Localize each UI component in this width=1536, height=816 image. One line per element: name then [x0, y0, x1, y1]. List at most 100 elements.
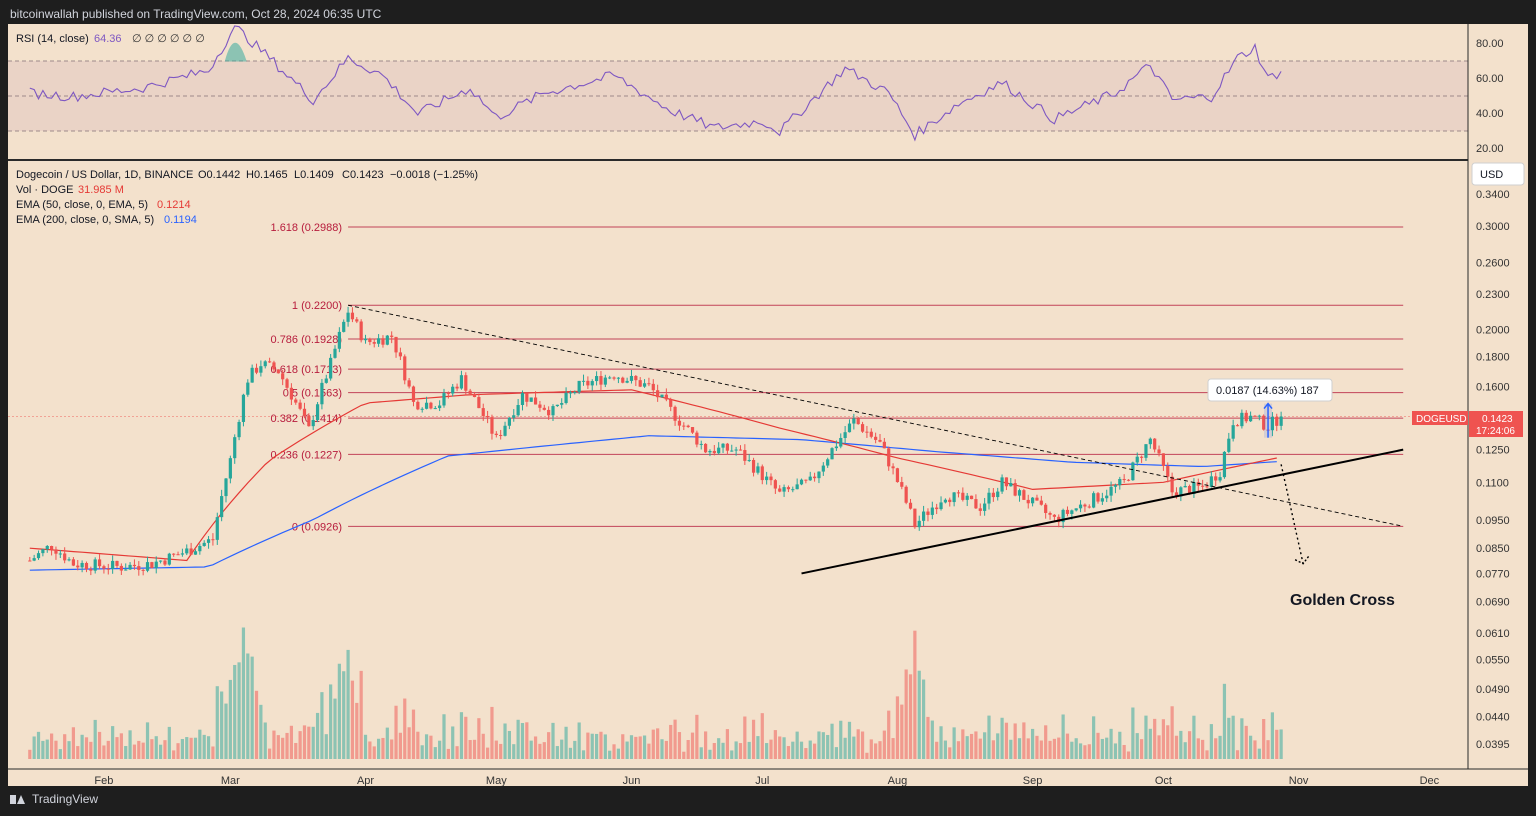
candle-body[interactable]	[974, 499, 978, 509]
candle-body[interactable]	[673, 406, 677, 421]
candle-body[interactable]	[486, 415, 490, 418]
candle-body[interactable]	[276, 369, 280, 374]
candle-body[interactable]	[978, 508, 982, 511]
candle-body[interactable]	[743, 450, 747, 461]
candle-body[interactable]	[621, 377, 625, 383]
candle-body[interactable]	[176, 554, 180, 556]
candle-body[interactable]	[756, 466, 760, 473]
candle-body[interactable]	[804, 479, 808, 481]
candle-body[interactable]	[359, 321, 363, 341]
candle-body[interactable]	[1065, 509, 1070, 514]
candle-layer[interactable]	[28, 306, 1283, 576]
candle-body[interactable]	[991, 492, 995, 498]
candle-body[interactable]	[608, 377, 612, 379]
candle-body[interactable]	[834, 446, 838, 449]
candle-body[interactable]	[185, 548, 189, 554]
candle-body[interactable]	[1083, 504, 1087, 507]
candle-body[interactable]	[769, 476, 773, 481]
candle-body[interactable]	[1231, 425, 1235, 439]
candle-body[interactable]	[342, 321, 346, 332]
candle-body[interactable]	[1105, 495, 1109, 499]
candle-body[interactable]	[1144, 444, 1148, 458]
price-axis[interactable]	[1468, 24, 1528, 769]
candle-body[interactable]	[969, 495, 974, 500]
candle-body[interactable]	[1253, 415, 1257, 417]
candle-body[interactable]	[642, 383, 647, 387]
price-tag[interactable]	[1469, 411, 1523, 437]
candle-body[interactable]	[874, 436, 878, 440]
candle-body[interactable]	[390, 335, 394, 337]
candle-body[interactable]	[1057, 516, 1061, 523]
candle-body[interactable]	[71, 559, 75, 566]
candle-body[interactable]	[141, 569, 145, 571]
candle-body[interactable]	[682, 425, 686, 427]
candle-body[interactable]	[564, 392, 568, 404]
candle-body[interactable]	[930, 507, 934, 515]
candle-body[interactable]	[1078, 504, 1083, 509]
candle-body[interactable]	[172, 553, 176, 555]
candle-body[interactable]	[560, 403, 564, 405]
candle-body[interactable]	[268, 361, 272, 363]
candle-body[interactable]	[1035, 497, 1039, 501]
candle-body[interactable]	[656, 390, 660, 398]
candle-body[interactable]	[1166, 465, 1170, 477]
candle-body[interactable]	[1135, 456, 1139, 463]
chart-frame[interactable]: 80.00 60.00 40.00 20.00 RSI (14, close) …	[8, 24, 1528, 787]
candle-body[interactable]	[987, 492, 991, 504]
candle-body[interactable]	[346, 312, 350, 322]
candle-body[interactable]	[664, 394, 668, 400]
candle-body[interactable]	[211, 539, 215, 541]
candle-body[interactable]	[900, 482, 904, 487]
ema50-label[interactable]: EMA (50, close, 0, EMA, 5)	[16, 199, 148, 211]
chart-canvas[interactable]: 80.00 60.00 40.00 20.00 RSI (14, close) …	[8, 24, 1528, 787]
candle-body[interactable]	[1227, 438, 1231, 452]
candle-body[interactable]	[150, 562, 154, 568]
candle-body[interactable]	[398, 352, 402, 357]
candle-body[interactable]	[860, 424, 865, 432]
candle-body[interactable]	[294, 399, 298, 403]
footer[interactable]: TradingView	[10, 792, 98, 806]
candle-body[interactable]	[41, 549, 45, 554]
candle-body[interactable]	[1279, 416, 1283, 426]
candle-body[interactable]	[385, 335, 389, 345]
candle-body[interactable]	[1009, 483, 1013, 487]
candle-body[interactable]	[904, 486, 908, 503]
trendline-1[interactable]	[801, 448, 1404, 575]
candle-body[interactable]	[285, 379, 289, 388]
candle-body[interactable]	[839, 437, 843, 447]
candle-body[interactable]	[111, 560, 115, 569]
candle-body[interactable]	[708, 450, 712, 453]
candle-body[interactable]	[503, 425, 507, 436]
candle-body[interactable]	[1214, 476, 1218, 481]
candle-body[interactable]	[259, 366, 263, 373]
candle-body[interactable]	[891, 466, 895, 469]
candle-body[interactable]	[913, 508, 917, 528]
candle-body[interactable]	[869, 431, 873, 437]
candle-body[interactable]	[311, 420, 315, 427]
candle-body[interactable]	[84, 562, 89, 570]
candle-body[interactable]	[956, 492, 961, 494]
ema200-line[interactable]	[29, 435, 1277, 571]
candle-body[interactable]	[80, 562, 84, 568]
candle-body[interactable]	[821, 465, 825, 472]
candle-body[interactable]	[403, 356, 407, 381]
candle-body[interactable]	[93, 559, 97, 571]
candle-body[interactable]	[935, 507, 939, 510]
candle-body[interactable]	[302, 408, 307, 416]
candle-body[interactable]	[1257, 415, 1261, 417]
candle-body[interactable]	[778, 488, 782, 492]
candle-body[interactable]	[154, 561, 158, 568]
candle-body[interactable]	[765, 476, 769, 481]
candle-body[interactable]	[895, 468, 900, 483]
candle-body[interactable]	[1153, 438, 1157, 450]
candle-body[interactable]	[468, 390, 472, 394]
candle-body[interactable]	[760, 466, 764, 481]
candle-body[interactable]	[1026, 499, 1030, 504]
candle-body[interactable]	[1100, 498, 1104, 502]
candle-body[interactable]	[669, 399, 673, 407]
candle-body[interactable]	[1161, 453, 1165, 466]
candle-body[interactable]	[329, 357, 333, 379]
candle-body[interactable]	[1183, 485, 1187, 488]
candle-body[interactable]	[416, 401, 420, 410]
trend-layer[interactable]	[347, 304, 1404, 575]
